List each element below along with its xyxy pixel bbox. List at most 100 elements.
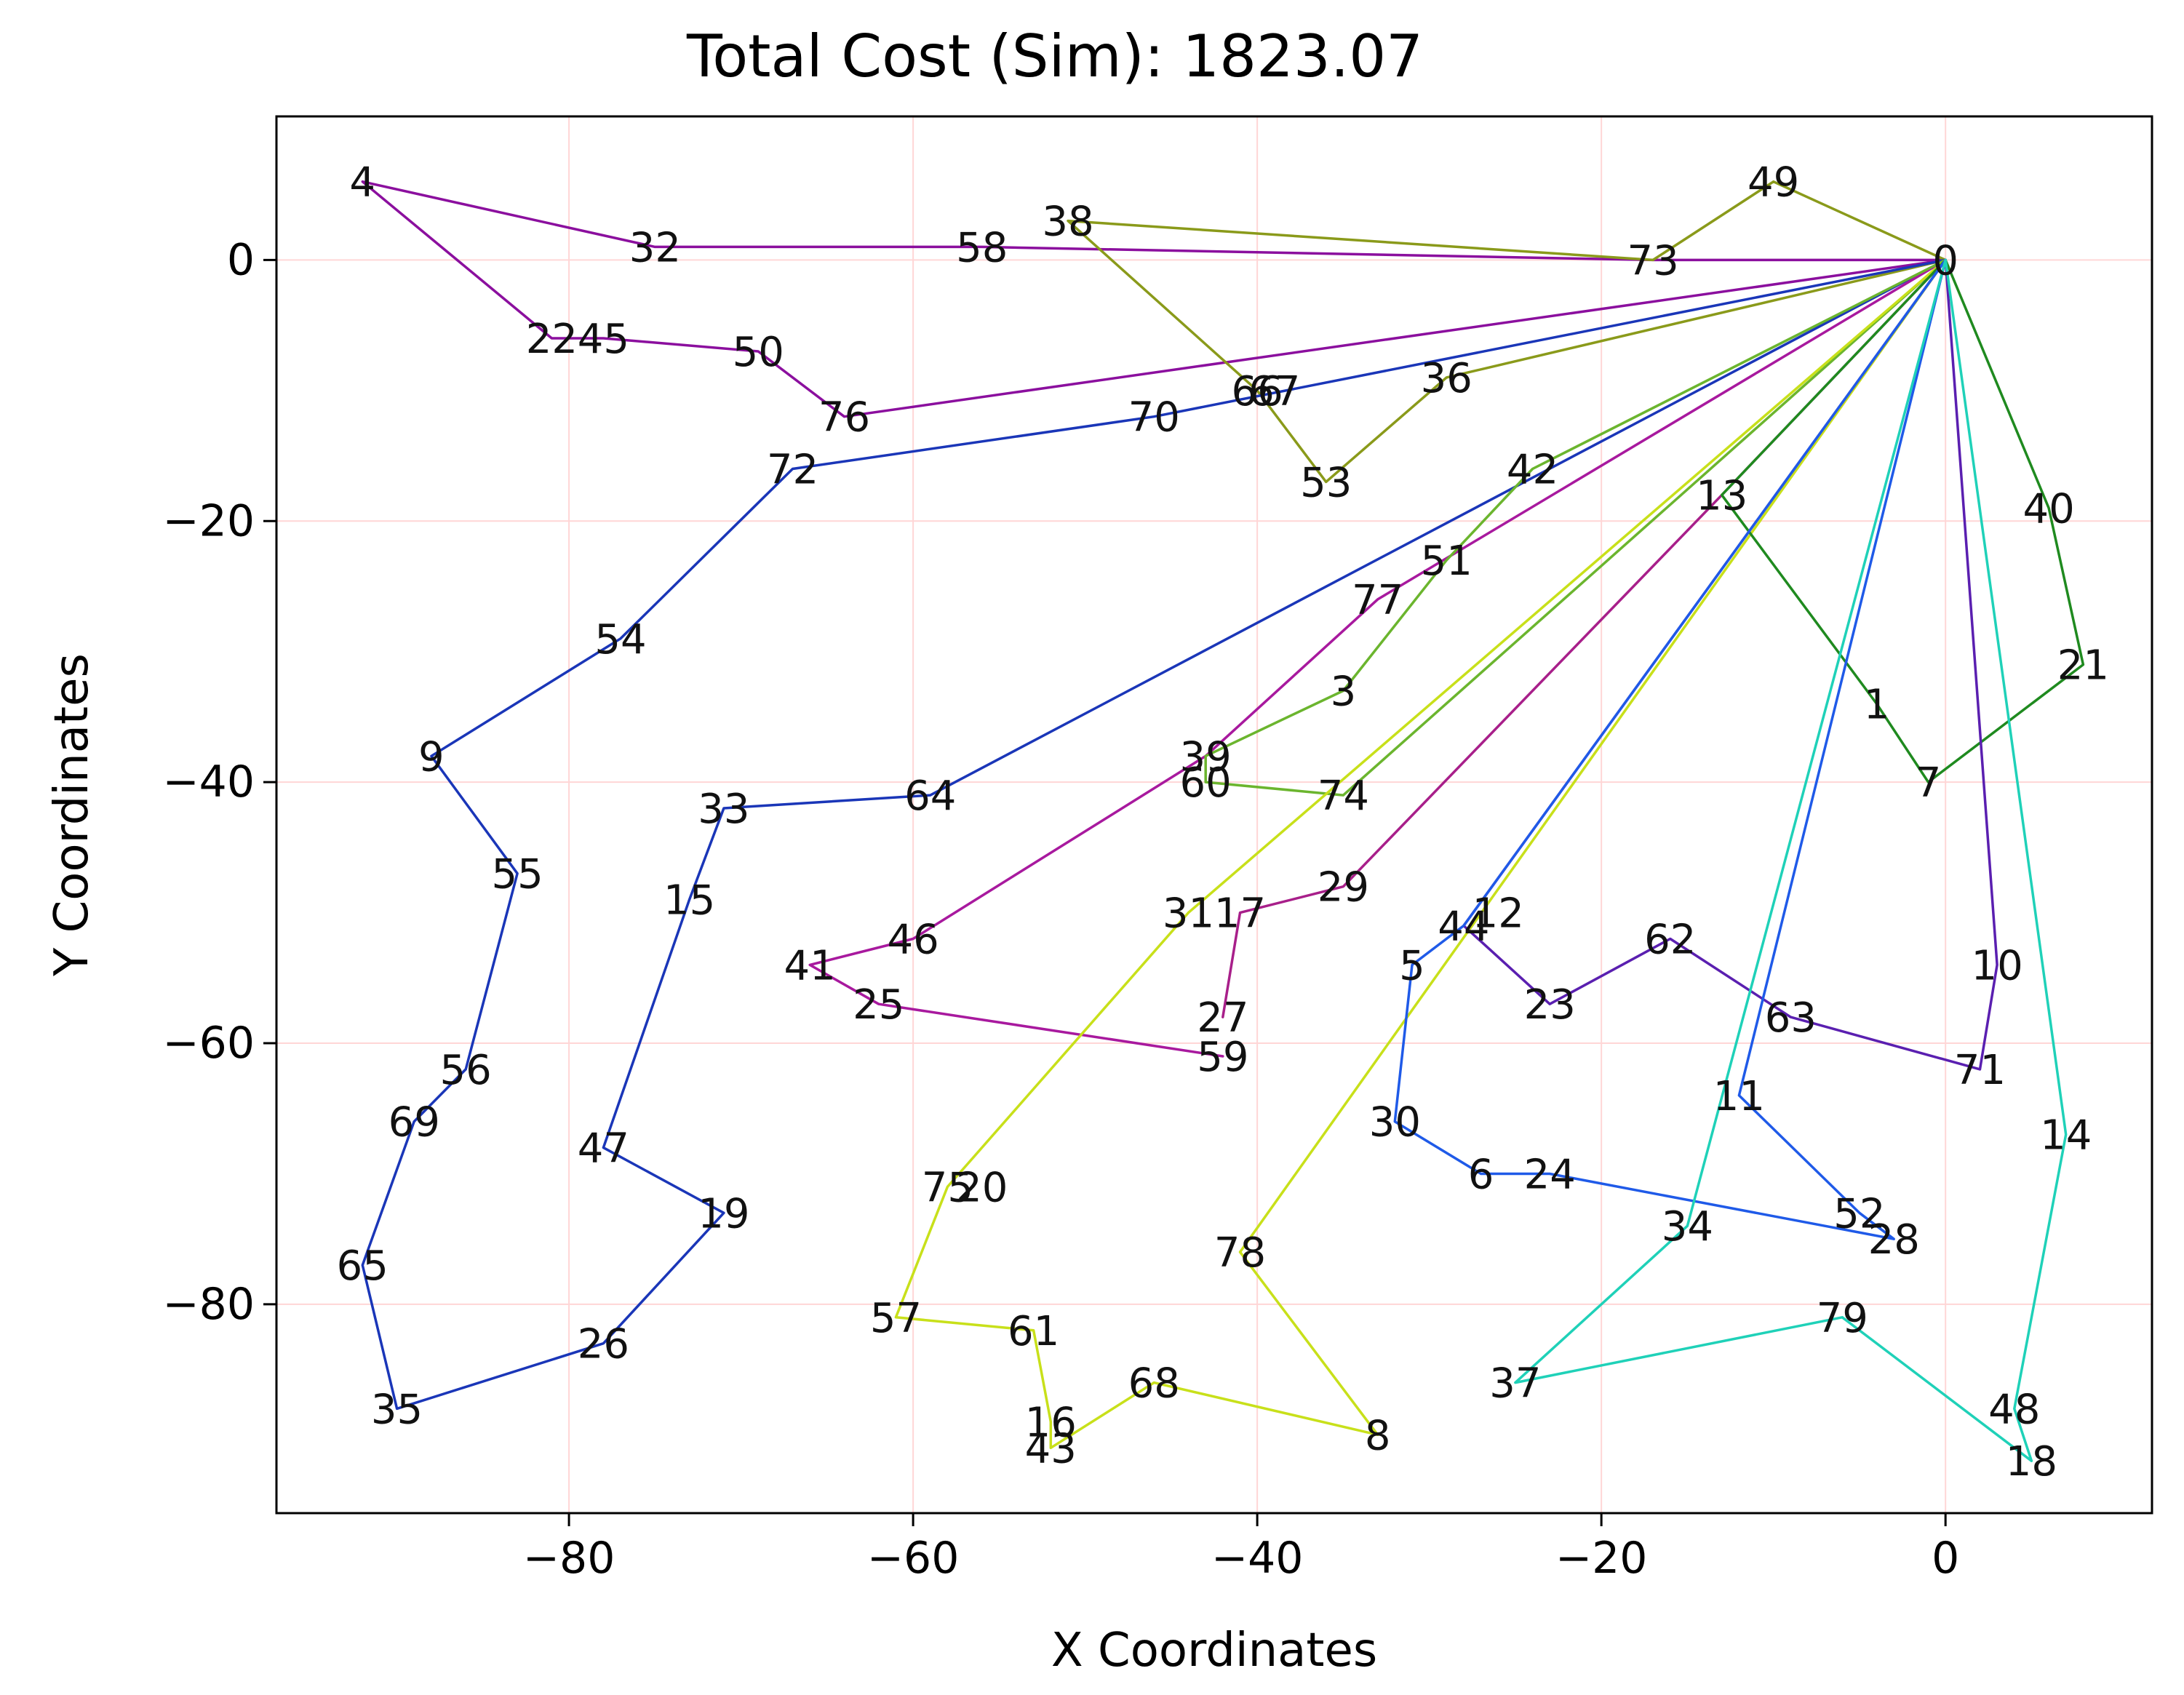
node-label: 17 <box>1214 890 1266 938</box>
node-label: 68 <box>1128 1360 1180 1408</box>
node-label: 22 <box>526 316 578 363</box>
node-label: 64 <box>904 773 956 820</box>
x-tick-label: −60 <box>867 1533 960 1584</box>
node-label: 37 <box>1489 1360 1541 1408</box>
y-axis-label: Y Coordinates <box>45 653 99 977</box>
route-5-line <box>1204 258 1947 797</box>
node-labels: 0134567891011121314151617181920212223242… <box>337 159 2109 1486</box>
node-label: 55 <box>491 851 543 898</box>
node-label: 39 <box>1180 733 1232 781</box>
node-label: 15 <box>663 877 715 925</box>
node-label: 11 <box>1713 1073 1765 1120</box>
node-label: 74 <box>1318 773 1369 820</box>
node-label: 26 <box>578 1321 629 1368</box>
node-label: 13 <box>1696 472 1747 519</box>
node-label: 47 <box>578 1125 629 1173</box>
route-1-line <box>361 180 1947 418</box>
node-label: 76 <box>818 394 870 442</box>
node-label: 46 <box>887 916 938 963</box>
route-2-line <box>1067 180 1947 484</box>
node-label: 3 <box>1331 669 1357 716</box>
node-label: 62 <box>1644 916 1696 963</box>
node-label: 24 <box>1524 1151 1576 1198</box>
node-label: 70 <box>1128 394 1180 442</box>
node-label: 32 <box>629 224 681 271</box>
node-label: 78 <box>1214 1229 1266 1277</box>
node-label: 18 <box>2006 1438 2057 1485</box>
y-tick-label: −80 <box>162 1279 255 1330</box>
node-label: 40 <box>2022 485 2074 533</box>
node-label: 71 <box>1954 1047 2006 1094</box>
route-4-line <box>808 258 1947 1058</box>
node-label: 59 <box>1197 1034 1248 1081</box>
route-7-line <box>894 258 1947 1450</box>
node-label: 35 <box>371 1386 423 1433</box>
node-label: 69 <box>388 1099 440 1146</box>
route-8-line <box>1720 258 2085 783</box>
node-label: 12 <box>1472 890 1524 938</box>
plot-frame <box>275 115 2153 1515</box>
route-10-line <box>1393 258 1947 1240</box>
node-label: 33 <box>698 786 749 833</box>
routes <box>361 180 2085 1462</box>
node-label: 23 <box>1524 981 1576 1029</box>
node-label: 67 <box>1248 368 1300 415</box>
node-label: 53 <box>1300 459 1352 506</box>
node-label: 5 <box>1399 942 1425 989</box>
node-label: 9 <box>418 733 445 781</box>
node-label: 27 <box>1197 994 1248 1042</box>
node-label: 16 <box>1025 1399 1077 1446</box>
node-label: 30 <box>1369 1099 1421 1146</box>
node-label: 72 <box>767 446 818 493</box>
route-9-line <box>1462 258 1998 1071</box>
node-label: 36 <box>1421 355 1472 402</box>
node-label: 48 <box>1988 1386 2040 1433</box>
node-label: 20 <box>956 1164 1008 1211</box>
node-label: 41 <box>784 942 836 989</box>
y-tick-label: −60 <box>162 1018 255 1069</box>
x-axis-label: X Coordinates <box>1051 1624 1377 1678</box>
node-label: 63 <box>1765 994 1817 1042</box>
node-label: 38 <box>1042 199 1093 246</box>
node-label: 10 <box>1972 942 2023 989</box>
node-label: 0 <box>1932 237 1958 284</box>
node-label: 61 <box>1008 1308 1059 1355</box>
node-label: 6 <box>1468 1151 1494 1198</box>
node-label: 56 <box>440 1047 492 1094</box>
node-label: 43 <box>1025 1425 1077 1472</box>
node-label: 7 <box>1916 759 1942 807</box>
x-tick-label: 0 <box>1932 1533 1959 1584</box>
node-label: 58 <box>956 224 1008 271</box>
node-label: 21 <box>2057 642 2109 690</box>
route-11-line <box>1514 258 2068 1462</box>
node-label: 8 <box>1365 1412 1391 1459</box>
route-3-line <box>361 258 1947 1411</box>
node-label: 19 <box>698 1190 749 1237</box>
node-label: 42 <box>1507 446 1558 493</box>
node-label: 4 <box>349 159 375 207</box>
node-label: 25 <box>853 981 904 1029</box>
node-label: 65 <box>337 1243 388 1290</box>
node-label: 73 <box>1627 237 1678 284</box>
ticks: −80 −60 −40 −20 0 0 −20 −40 −60 −80 <box>162 234 1959 1584</box>
node-label: 28 <box>1868 1216 1920 1264</box>
node-label: 31 <box>1163 890 1214 938</box>
node-label: 29 <box>1318 864 1369 912</box>
node-label: 57 <box>870 1295 922 1342</box>
node-label: 51 <box>1421 538 1472 585</box>
y-tick-label: 0 <box>227 234 255 285</box>
node-label: 44 <box>1438 904 1489 951</box>
node-label: 50 <box>733 329 784 376</box>
y-tick-label: −20 <box>162 495 255 546</box>
node-label: 49 <box>1747 159 1799 207</box>
grid <box>276 116 2152 1513</box>
node-label: 77 <box>1352 577 1403 624</box>
node-label: 66 <box>1231 368 1283 415</box>
node-label: 75 <box>922 1164 973 1211</box>
node-label: 54 <box>594 616 646 663</box>
node-label: 14 <box>2040 1112 2092 1160</box>
node-label: 60 <box>1180 759 1232 807</box>
node-label: 34 <box>1662 1203 1713 1251</box>
node-label: 1 <box>1864 681 1890 728</box>
chart-title: Total Cost (Sim): 1823.07 <box>686 23 1423 90</box>
